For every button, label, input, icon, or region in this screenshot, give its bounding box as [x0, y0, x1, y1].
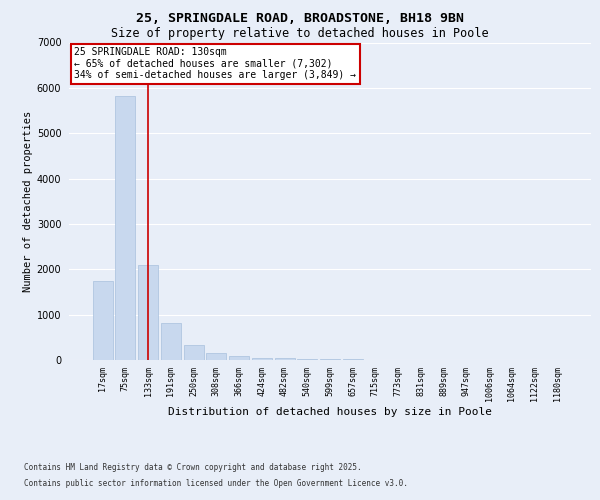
Y-axis label: Number of detached properties: Number of detached properties — [23, 110, 32, 292]
Bar — [184, 344, 203, 360]
Bar — [297, 358, 317, 360]
Bar — [229, 356, 249, 360]
X-axis label: Distribution of detached houses by size in Poole: Distribution of detached houses by size … — [168, 407, 492, 417]
Bar — [275, 358, 295, 360]
Bar — [320, 359, 340, 360]
Text: Contains HM Land Registry data © Crown copyright and database right 2025.: Contains HM Land Registry data © Crown c… — [24, 464, 362, 472]
Bar — [115, 96, 136, 360]
Bar — [93, 280, 113, 360]
Bar — [161, 323, 181, 360]
Bar — [138, 265, 158, 360]
Text: 25 SPRINGDALE ROAD: 130sqm
← 65% of detached houses are smaller (7,302)
34% of s: 25 SPRINGDALE ROAD: 130sqm ← 65% of deta… — [74, 48, 356, 80]
Text: 25, SPRINGDALE ROAD, BROADSTONE, BH18 9BN: 25, SPRINGDALE ROAD, BROADSTONE, BH18 9B… — [136, 12, 464, 26]
Bar — [252, 358, 272, 360]
Text: Size of property relative to detached houses in Poole: Size of property relative to detached ho… — [111, 28, 489, 40]
Bar — [206, 352, 226, 360]
Text: Contains public sector information licensed under the Open Government Licence v3: Contains public sector information licen… — [24, 478, 408, 488]
